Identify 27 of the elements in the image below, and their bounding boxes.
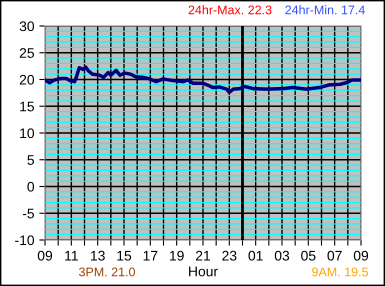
text: 24hr-Min. 17.4	[285, 5, 365, 14]
text: 3PM. 21.0	[78, 268, 135, 276]
text: 24hr-Max. 22.3	[188, 5, 272, 14]
x-tick-label: 19	[170, 250, 184, 261]
y-tick-label: 25	[20, 48, 34, 58]
x-tick-label: 21	[196, 250, 210, 260]
x-tick-label: 03	[274, 250, 290, 261]
y-tick-label: 0	[27, 182, 34, 192]
y-tick-label: 10	[20, 128, 34, 138]
x-tick-label: 01	[248, 250, 263, 261]
x-tick-label: 07	[327, 250, 342, 261]
x-tick-label: 11	[65, 250, 78, 260]
x-tick-label: 09	[354, 250, 368, 261]
text: 9AM. 19.5	[312, 268, 368, 276]
y-tick-label: -10	[15, 235, 34, 246]
x-tick-label: 13	[91, 250, 105, 261]
x-tick-label: 23	[222, 250, 236, 261]
y-tick-label: 30	[20, 21, 34, 32]
y-tick-label: 20	[20, 74, 34, 85]
x-tick-label: 17	[144, 250, 158, 260]
x-tick-label: 09	[38, 250, 52, 261]
x-tick-label: 15	[117, 250, 132, 261]
x-tick-label: 05	[301, 250, 316, 261]
y-tick-label: -5	[22, 208, 34, 218]
y-tick-label: 5	[27, 155, 34, 165]
y-tick-label: 15	[20, 102, 34, 112]
x-axis-title: Hour	[189, 266, 218, 276]
